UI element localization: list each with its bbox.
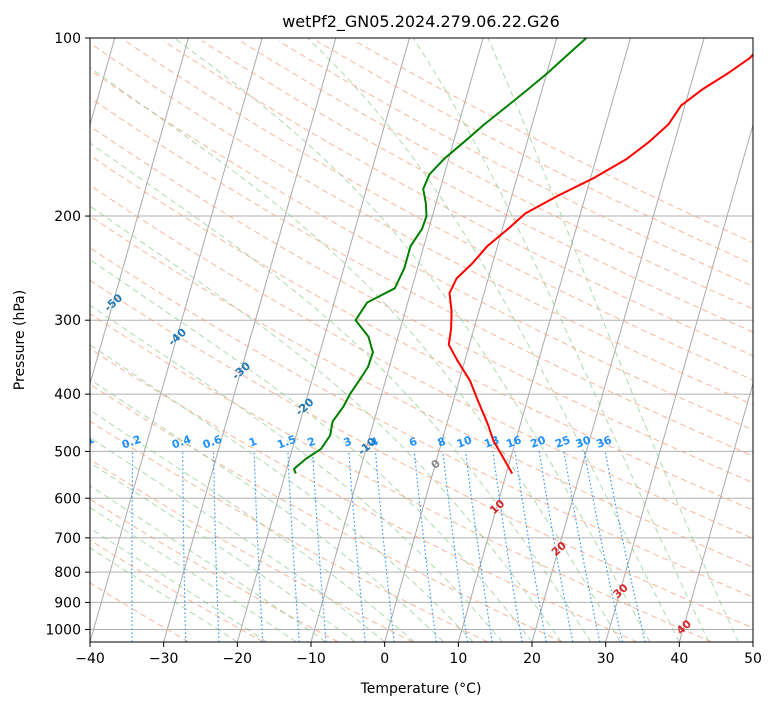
moist-adiabat [90,378,444,642]
y-tick-label: 800 [54,565,81,581]
x-tick-label: 30 [597,651,615,667]
x-axis-ticks: −40 −30 −20 −10 0 10 20 30 40 50 [75,642,762,667]
dry-adiabat [90,215,753,568]
isotherm-line [163,38,337,642]
mixing-ratio-line [583,451,623,642]
moist-adiabat [90,462,356,642]
dry-adiabat [90,347,638,642]
dry-adiabat-lines [90,40,753,642]
mixing-ratio-label: 0.6 [201,433,224,452]
mixing-ratio-label: 25 [553,433,572,450]
moist-adiabat [90,485,326,642]
mixing-ratio-label: 2 [306,435,318,450]
dry-adiabat [90,69,753,431]
mixing-ratio-line [465,451,493,642]
pressure-gridlines [90,38,753,630]
y-axis-ticks: 100 200 300 400 500 600 700 800 900 1000 [45,31,90,638]
mixing-ratio-lines [131,451,646,642]
x-tick-label: −40 [75,651,105,667]
dry-adiabat [90,279,753,629]
mixing-ratio-label: 16 [504,433,523,451]
mixing-ratio-label: 8 [436,435,448,450]
dry-adiabat [125,40,753,381]
moist-adiabat [90,506,297,642]
x-axis-label: Temperature (°C) [360,681,482,697]
plot-area: 0.10.20.40.611.52346810131620253036-100-… [73,38,753,642]
moist-adiabat [173,38,651,642]
isotherm-line [678,381,753,642]
y-tick-label: 500 [54,444,81,460]
moist-adiabat [412,38,710,642]
mixing-ratio-line [374,451,395,642]
y-tick-label: 900 [54,595,81,611]
dewpoint-profile-line [293,38,587,474]
x-tick-label: 40 [670,651,688,667]
x-tick-label: −10 [296,651,326,667]
mixing-ratio-line [514,451,547,642]
isotherm-line [90,38,263,642]
mixing-ratio-label: 10 [455,433,474,451]
y-tick-label: 300 [54,313,81,329]
mixing-ratio-label: 3 [342,435,354,450]
mixing-ratio-label: 36 [595,433,614,451]
isotherm-line [384,38,558,642]
temperature-profile-line [447,53,753,475]
x-tick-label: 10 [449,651,467,667]
isotherm-lines [90,38,753,642]
y-tick-label: 100 [54,31,81,47]
moist-adiabat-lines [90,38,739,642]
moist-adiabat [90,527,268,642]
isotherm-line [531,38,705,642]
moist-adiabat [487,38,739,642]
moist-adiabat [90,409,415,642]
dry-adiabat [90,247,753,598]
x-tick-label: 0 [380,651,389,667]
x-tick-label: −30 [149,651,179,667]
y-tick-label: 400 [54,387,81,403]
y-tick-label: 700 [54,531,81,547]
moist-adiabat [90,205,562,642]
dry-adiabat [90,498,339,642]
y-tick-label: 1000 [45,622,81,638]
mixing-ratio-line [604,451,646,642]
isotherm-line [236,38,410,642]
mixing-ratio-label: 30 [574,433,593,451]
y-tick-label: 200 [54,209,81,225]
moist-adiabat [90,344,474,642]
y-tick-label: 600 [54,491,81,507]
chart-title: wetPf2_GN05.2024.279.06.22.G26 [282,12,560,32]
mixing-ratio-line [442,451,469,642]
isotherm-line [605,123,753,642]
dry-adiabat [90,383,563,642]
mixing-ratio-line [492,451,523,642]
x-tick-label: −20 [223,651,253,667]
moist-adiabat [90,547,238,642]
mixing-ratio-label: 1.5 [275,433,298,452]
dry-adiabat [90,42,753,406]
x-tick-label: 50 [744,651,762,667]
mixing-ratio-label: 6 [407,435,419,450]
sounding-profiles [293,38,753,475]
moist-adiabat [307,38,680,642]
mixing-ratio-label: 0.4 [170,433,193,452]
dry-adiabat [90,97,753,457]
dry-adiabat [90,458,414,642]
y-axis-label: Pressure (hPa) [12,290,28,390]
mixing-ratio-label: 1 [247,435,259,450]
moist-adiabat [90,142,592,642]
mixing-ratio-label: 0.2 [120,433,143,452]
mixing-ratio-label: 4 [368,435,380,450]
x-tick-label: 20 [523,651,541,667]
dry-adiabat [90,125,753,484]
mixing-ratio-label: 0.1 [73,433,96,452]
plot-frame [89,37,754,643]
moist-adiabat [90,259,533,642]
dry-adiabat [90,313,712,642]
moist-adiabat [90,66,621,642]
isotherm-line [90,38,189,386]
mixing-ratio-line [413,451,437,642]
mixing-ratio-label: 20 [529,433,548,451]
